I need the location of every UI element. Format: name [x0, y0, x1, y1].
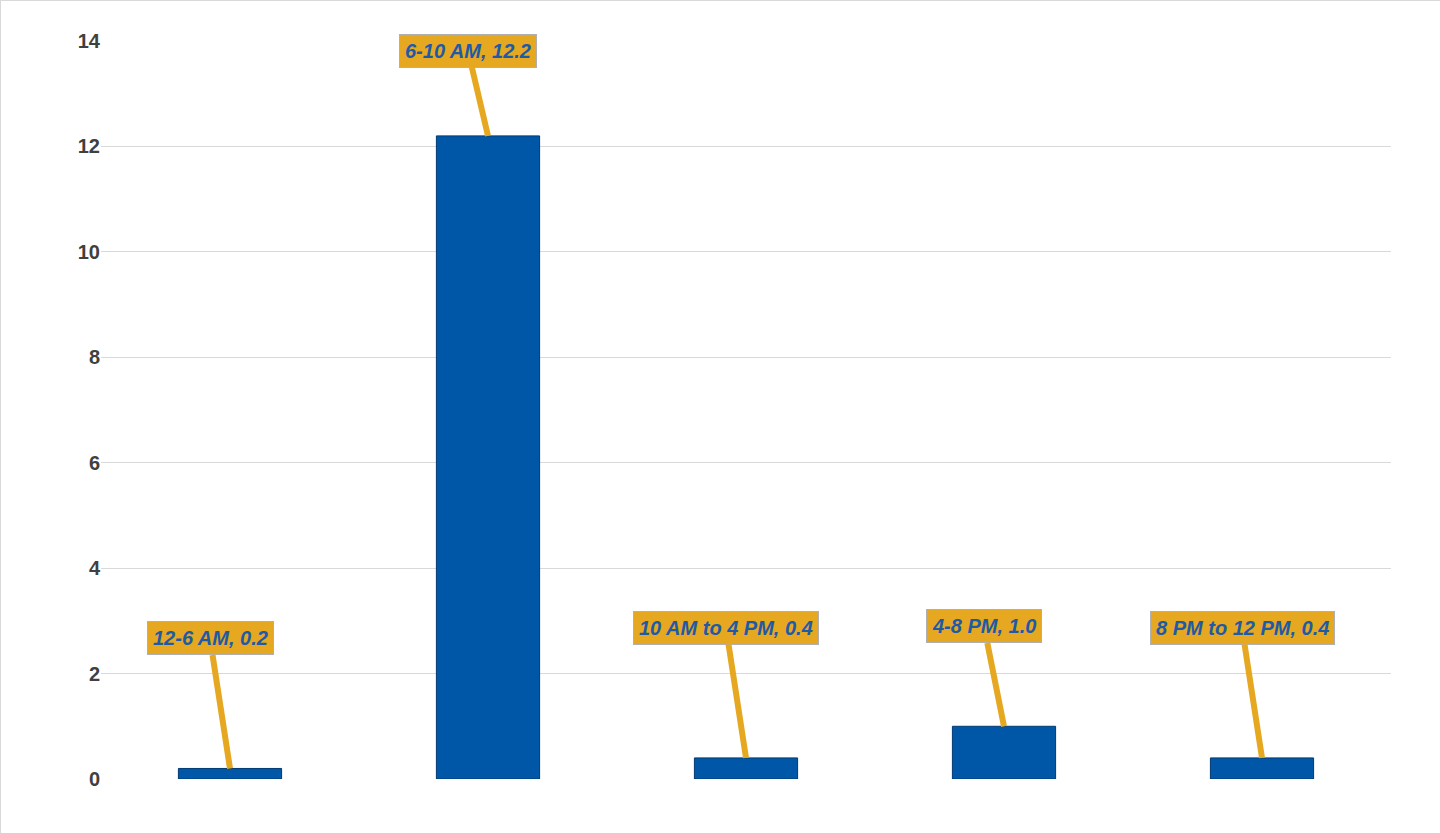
svg-text:14: 14 — [78, 30, 101, 52]
svg-text:4-8 PM, 1.0: 4-8 PM, 1.0 — [932, 615, 1036, 637]
svg-text:0: 0 — [89, 768, 100, 790]
svg-text:2: 2 — [89, 663, 100, 685]
svg-text:12-6 AM, 0.2: 12-6 AM, 0.2 — [153, 627, 268, 649]
svg-text:10 AM to 4 PM, 0.4: 10 AM to 4 PM, 0.4 — [639, 617, 813, 639]
svg-text:6: 6 — [89, 452, 100, 474]
svg-text:10: 10 — [78, 241, 100, 263]
svg-text:8: 8 — [89, 346, 100, 368]
svg-text:4: 4 — [89, 557, 101, 579]
svg-text:12: 12 — [78, 135, 100, 157]
svg-text:6-10 AM, 12.2: 6-10 AM, 12.2 — [405, 40, 531, 62]
svg-text:8 PM to 12 PM, 0.4: 8 PM to 12 PM, 0.4 — [1156, 617, 1329, 639]
